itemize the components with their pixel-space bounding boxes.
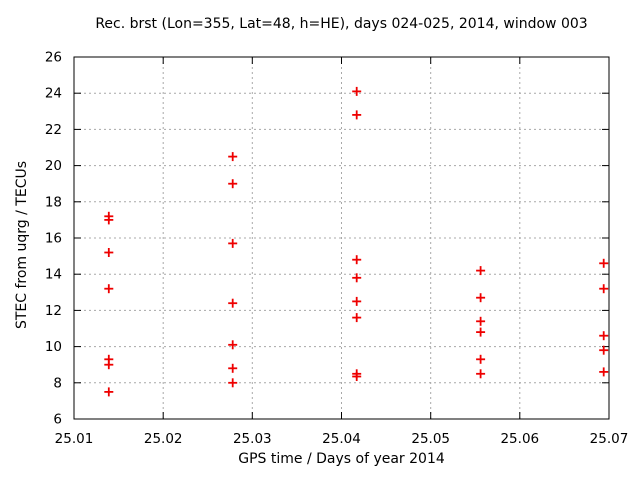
- data-point-marker: [476, 293, 486, 303]
- x-tick-label: 25.05: [411, 431, 450, 447]
- data-point-marker: [352, 296, 362, 306]
- data-point-marker: [228, 363, 238, 373]
- x-tick-label: 25.02: [144, 431, 183, 447]
- data-point-marker: [104, 284, 114, 294]
- data-point-marker: [352, 86, 362, 96]
- data-point-marker: [352, 372, 362, 381]
- data-point-marker: [228, 152, 238, 162]
- data-point-marker: [228, 340, 238, 350]
- data-point-marker: [599, 367, 609, 377]
- y-tick-label: 12: [45, 303, 62, 319]
- data-point-marker: [599, 284, 609, 294]
- data-point-marker: [476, 354, 486, 364]
- data-point-marker: [476, 316, 486, 326]
- data-point-marker: [104, 360, 114, 370]
- data-point-marker: [104, 248, 114, 257]
- data-point-marker: [352, 255, 362, 265]
- y-tick-label: 6: [53, 412, 62, 428]
- x-tick-label: 25.03: [233, 431, 272, 447]
- data-point-marker: [476, 327, 486, 337]
- x-tick-label: 25.04: [322, 431, 361, 447]
- y-axis-label: STEC from uqrg / TECUs: [14, 160, 30, 330]
- data-point-marker: [352, 313, 362, 323]
- y-tick-label: 14: [45, 267, 62, 283]
- y-tick-label: 26: [45, 50, 62, 66]
- data-point-marker: [228, 238, 238, 248]
- data-point-marker: [104, 387, 114, 397]
- x-tick-label: 25.06: [500, 431, 539, 447]
- data-point-marker: [352, 273, 362, 283]
- data-point-marker: [352, 110, 362, 120]
- data-point-marker: [599, 345, 609, 355]
- data-point-marker: [476, 369, 486, 379]
- x-tick-label: 25.07: [590, 431, 629, 447]
- data-point-marker: [228, 378, 238, 388]
- data-point-marker: [104, 215, 114, 225]
- y-tick-label: 8: [53, 375, 62, 391]
- data-point-marker: [476, 266, 486, 276]
- y-tick-label: 16: [45, 231, 62, 247]
- y-tick-label: 10: [45, 339, 62, 355]
- data-point-marker: [599, 258, 609, 268]
- y-tick-label: 18: [45, 194, 62, 210]
- y-tick-label: 24: [45, 86, 62, 102]
- y-tick-label: 22: [45, 122, 62, 138]
- plot-border: [73, 56, 610, 420]
- data-point-marker: [228, 179, 238, 189]
- x-tick-label: 25.01: [55, 431, 94, 447]
- chart-title: Rec. brst (Lon=355, Lat=48, h=HE), days …: [95, 16, 588, 32]
- y-tick-label: 20: [45, 158, 62, 174]
- x-axis-label: GPS time / Days of year 2014: [238, 451, 445, 467]
- data-point-marker: [599, 331, 609, 341]
- data-point-marker: [228, 298, 238, 308]
